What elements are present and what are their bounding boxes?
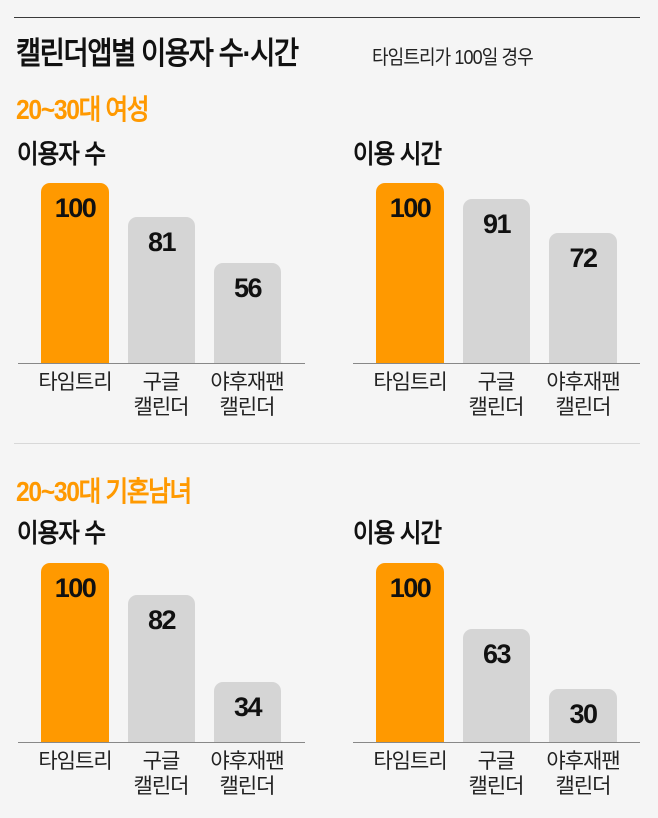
category-label: 타임트리	[38, 750, 112, 773]
category-label: 타임트리	[373, 371, 447, 394]
bar-timetree: 100	[41, 563, 109, 742]
bar-google-calendar: 91	[463, 199, 530, 363]
page-title: 캘린더앱별 이용자 수·시간	[16, 36, 299, 71]
chart-baseline	[353, 742, 640, 743]
category-label: 야후재팬 캘린더	[210, 750, 284, 798]
chart-title-time: 이용 시간	[353, 139, 442, 169]
bar-google-calendar: 63	[463, 629, 530, 742]
bar-value: 63	[482, 639, 512, 669]
category-label: 타임트리	[38, 371, 112, 394]
top-rule	[14, 17, 640, 18]
bar-value: 34	[233, 692, 263, 722]
chart-baseline	[18, 742, 305, 743]
bar-timetree: 100	[41, 183, 109, 363]
bar-timetree: 100	[376, 563, 444, 742]
bar-timetree: 100	[376, 183, 444, 363]
bar-value: 100	[54, 193, 97, 223]
category-label: 야후재팬 캘린더	[546, 371, 620, 419]
chart-title-users: 이용자 수	[17, 518, 106, 548]
bar-value: 56	[233, 273, 263, 303]
bar-google-calendar: 81	[128, 217, 195, 363]
category-label: 구글 캘린더	[133, 750, 190, 798]
chart-title-users: 이용자 수	[17, 139, 106, 169]
bar-value: 100	[54, 573, 97, 603]
bar-yahoo-japan-calendar: 56	[214, 263, 281, 363]
bar-value: 82	[147, 605, 177, 635]
bar-yahoo-japan-calendar: 72	[549, 233, 617, 363]
bar-value: 100	[389, 193, 432, 223]
bar-yahoo-japan-calendar: 30	[549, 689, 617, 742]
bar-value: 100	[389, 573, 432, 603]
bar-value: 91	[482, 209, 512, 239]
bar-value: 30	[569, 699, 598, 729]
section-title-women: 20~30대 여성	[16, 94, 150, 125]
chart-title-time: 이용 시간	[353, 518, 442, 548]
section-divider	[14, 443, 640, 444]
bar-yahoo-japan-calendar: 34	[214, 682, 281, 742]
category-label: 구글 캘린더	[468, 371, 525, 419]
category-label: 야후재팬 캘린더	[210, 371, 284, 419]
category-label: 구글 캘린더	[468, 750, 525, 798]
section-title-married: 20~30대 기혼남녀	[16, 476, 192, 507]
chart-baseline	[353, 363, 640, 364]
chart-baseline	[18, 363, 305, 364]
category-label: 야후재팬 캘린더	[546, 750, 620, 798]
bar-value: 81	[147, 227, 177, 257]
category-label: 타임트리	[373, 750, 447, 773]
bar-value: 72	[569, 243, 598, 273]
bar-google-calendar: 82	[128, 595, 195, 742]
page-subtitle: 타임트리가 100일 경우	[372, 47, 534, 69]
category-label: 구글 캘린더	[133, 371, 190, 419]
